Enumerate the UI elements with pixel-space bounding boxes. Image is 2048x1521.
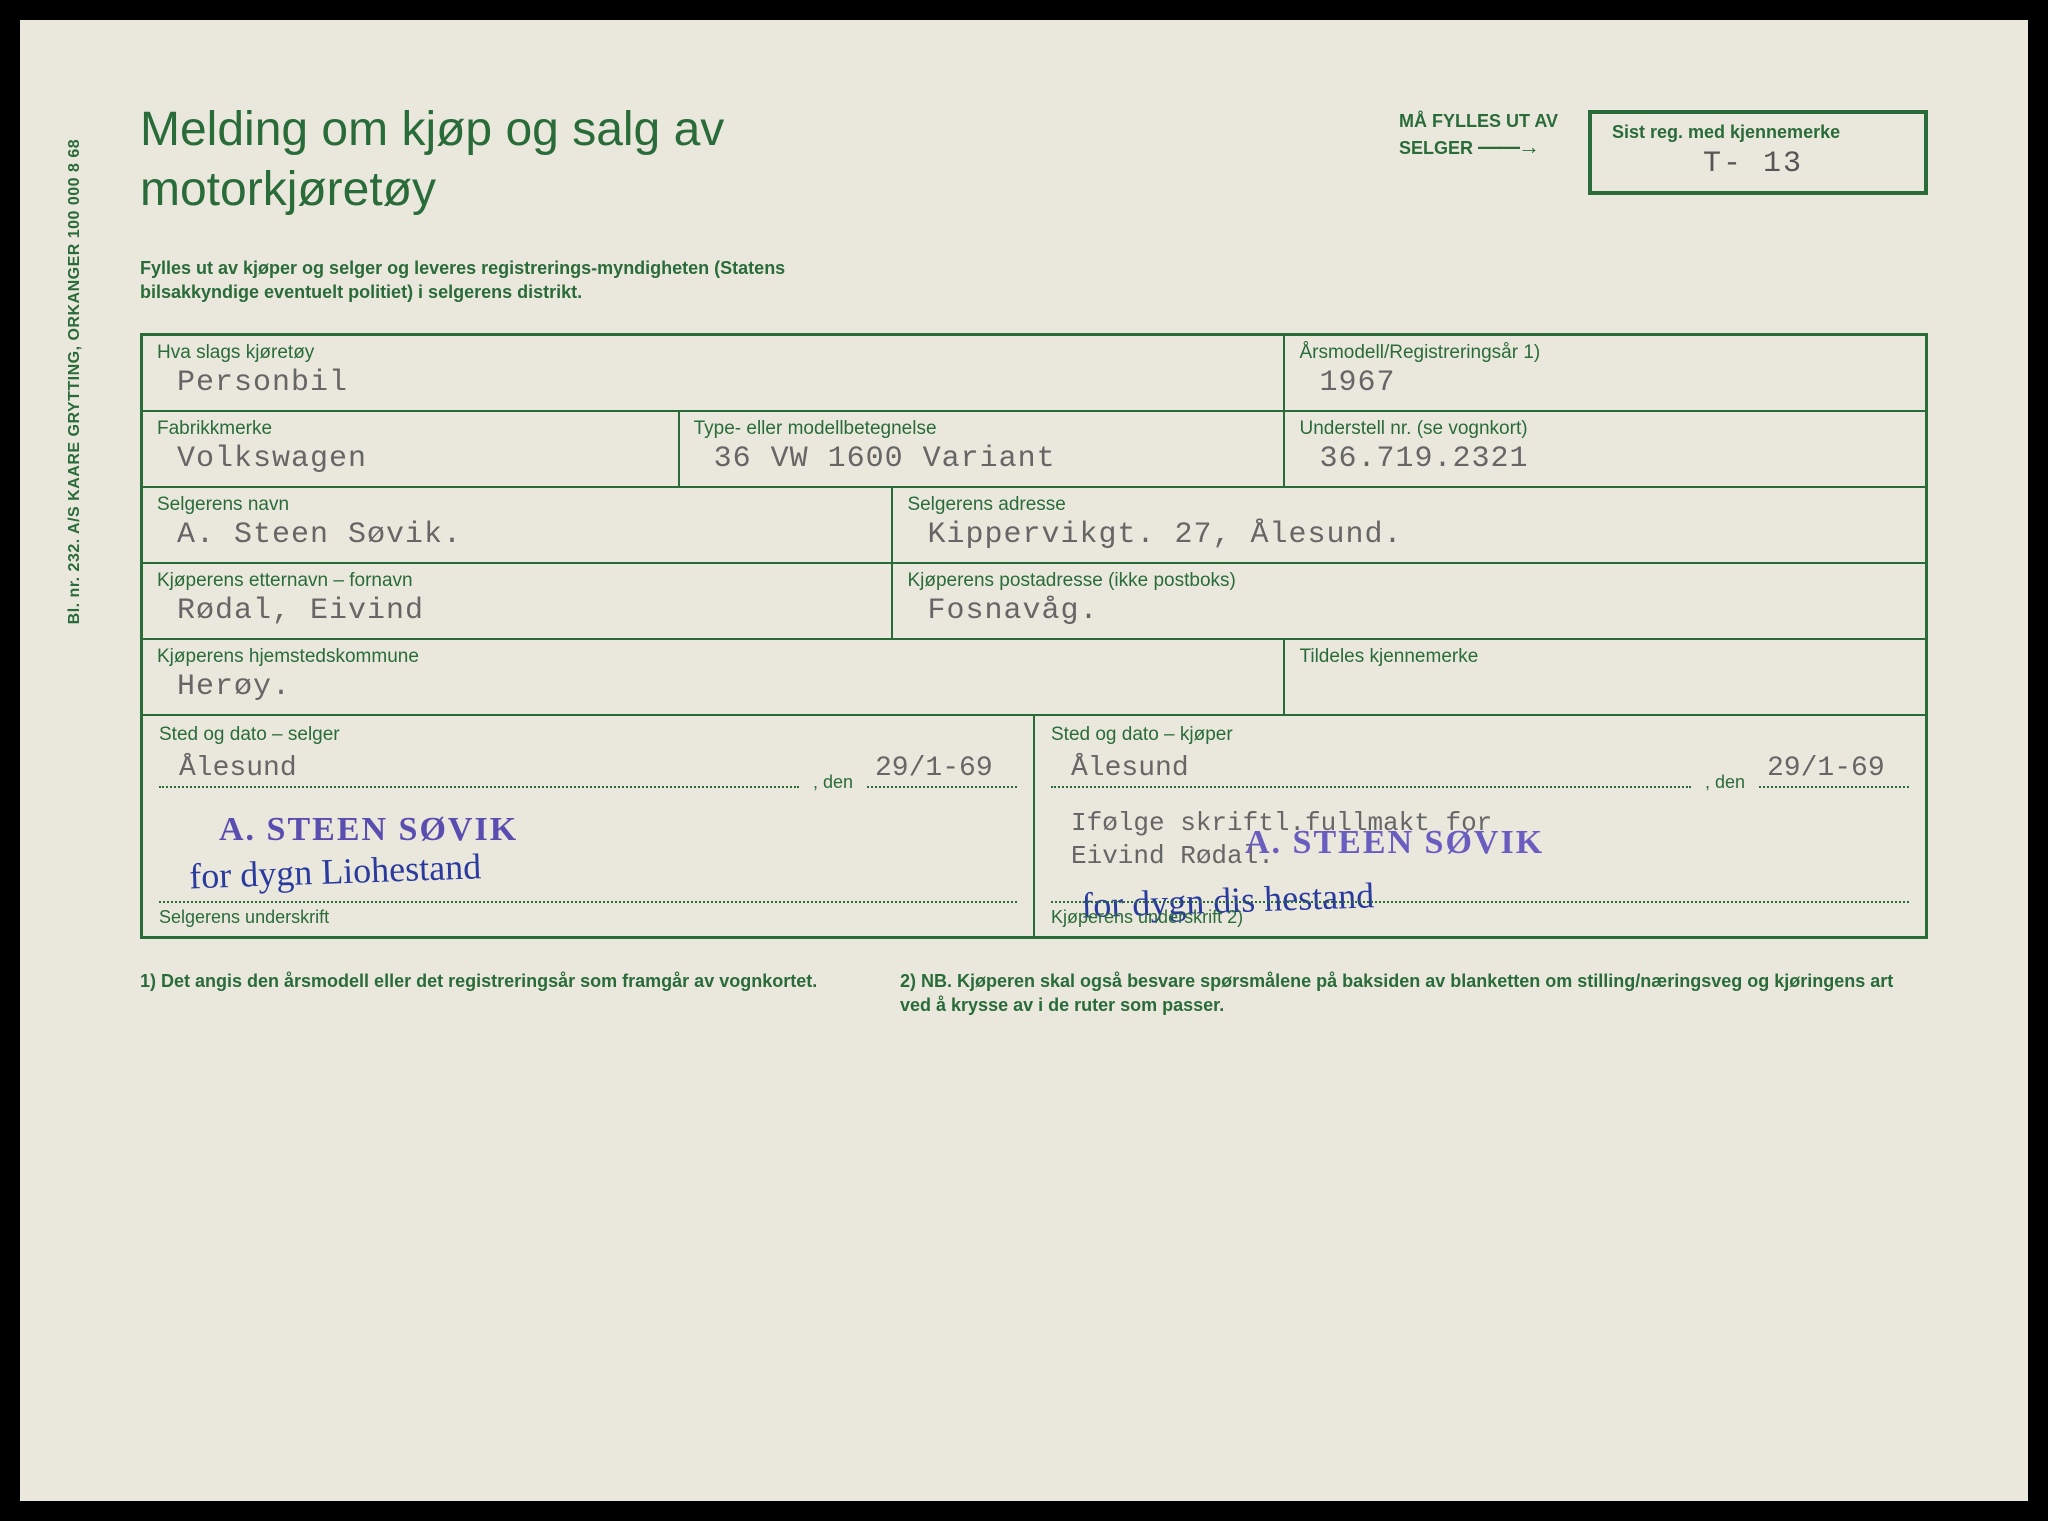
label-chassis: Understell nr. (se vognkort) xyxy=(1299,418,1911,440)
label-buyer-name: Kjøperens etternavn – fornavn xyxy=(157,570,877,592)
value-year: 1967 xyxy=(1299,366,1911,402)
seller-date: 29/1-69 xyxy=(875,753,993,784)
footnote-1: 1) Det angis den årsmodell eller det reg… xyxy=(140,969,820,1018)
signature-section: Sted og dato – selger Ålesund , den 29/1… xyxy=(140,716,1928,939)
label-year: Årsmodell/Registreringsår 1) xyxy=(1299,342,1911,364)
seller-place: Ålesund xyxy=(179,753,297,784)
buyer-place: Ålesund xyxy=(1071,753,1189,784)
label-vehicle-type: Hva slags kjøretøy xyxy=(157,342,1269,364)
footnotes: 1) Det angis den årsmodell eller det reg… xyxy=(140,969,1928,1018)
value-chassis: 36.719.2321 xyxy=(1299,442,1911,478)
row-municipality: Kjøperens hjemstedskommune Herøy. Tildel… xyxy=(143,640,1925,716)
form-title: Melding om kjøp og salg av motorkjøretøy xyxy=(140,100,724,220)
header-row: Melding om kjøp og salg av motorkjøretøy… xyxy=(140,100,1928,220)
value-municipality: Herøy. xyxy=(157,670,1269,706)
form-table: Hva slags kjøretøy Personbil Årsmodell/R… xyxy=(140,333,1928,716)
fill-by-line2: SELGER xyxy=(1399,138,1473,158)
buyer-den: , den xyxy=(1699,772,1751,793)
label-municipality: Kjøperens hjemstedskommune xyxy=(157,646,1269,668)
value-vehicle-type: Personbil xyxy=(157,366,1269,402)
fill-by-line1: MÅ FYLLES UT AV xyxy=(1399,111,1558,131)
value-buyer-address: Fosnavåg. xyxy=(907,594,1911,630)
buyer-under-label: Kjøperens underskrift 2) xyxy=(1051,907,1909,928)
label-assigned-plate: Tildeles kjennemerke xyxy=(1299,646,1911,668)
seller-den: , den xyxy=(807,772,859,793)
row-buyer: Kjøperens etternavn – fornavn Rødal, Eiv… xyxy=(143,564,1925,640)
seller-place-date-line: Ålesund , den 29/1-69 xyxy=(159,752,1017,793)
reg-box-value: T- 13 xyxy=(1612,147,1894,181)
buyer-underline: Kjøperens underskrift 2) xyxy=(1051,901,1909,928)
buyer-signature-block: Sted og dato – kjøper Ålesund , den 29/1… xyxy=(1033,716,1925,936)
seller-signature-block: Sted og dato – selger Ålesund , den 29/1… xyxy=(143,716,1033,936)
form-paper: Bl. nr. 232. A/S KAARE GRYTTING, ORKANGE… xyxy=(20,20,2028,1501)
side-print-text: Bl. nr. 232. A/S KAARE GRYTTING, ORKANGE… xyxy=(66,138,84,624)
value-buyer-name: Rødal, Eivind xyxy=(157,594,877,630)
footnote-2: 2) NB. Kjøperen skal også besvare spørsm… xyxy=(900,969,1928,1018)
value-seller-name: A. Steen Søvik. xyxy=(157,518,877,554)
seller-underline: Selgerens underskrift xyxy=(159,901,1017,928)
buyer-place-date-line: Ålesund , den 29/1-69 xyxy=(1051,752,1909,793)
row-vehicle-type: Hva slags kjøretøy Personbil Årsmodell/R… xyxy=(143,336,1925,412)
seller-sig-label: Sted og dato – selger xyxy=(159,724,1017,746)
title-line2: motorkjøretøy xyxy=(140,163,436,216)
label-make: Fabrikkmerke xyxy=(157,418,664,440)
seller-under-label: Selgerens underskrift xyxy=(159,907,1017,928)
row-make-model: Fabrikkmerke Volkswagen Type- eller mode… xyxy=(143,412,1925,488)
buyer-sig-label: Sted og dato – kjøper xyxy=(1051,724,1909,746)
label-buyer-address: Kjøperens postadresse (ikke postboks) xyxy=(907,570,1911,592)
instructions-text: Fylles ut av kjøper og selger og leveres… xyxy=(140,256,820,305)
reg-box-label: Sist reg. med kjennemerke xyxy=(1612,122,1894,143)
value-seller-address: Kippervikgt. 27, Ålesund. xyxy=(907,518,1911,554)
proxy-line2: Eivind Rødal. xyxy=(1071,841,1274,871)
registration-box: Sist reg. med kjennemerke T- 13 xyxy=(1588,110,1928,195)
label-seller-address: Selgerens adresse xyxy=(907,494,1911,516)
arrow-icon: ——→ xyxy=(1478,134,1538,159)
label-seller-name: Selgerens navn xyxy=(157,494,877,516)
fill-by-seller: MÅ FYLLES UT AV SELGER ——→ xyxy=(1399,110,1558,162)
buyer-stamp: A. STEEN SØVIK xyxy=(1245,824,1544,862)
value-assigned-plate xyxy=(1299,670,1911,706)
label-model: Type- eller modellbetegnelse xyxy=(694,418,1270,440)
header-right: MÅ FYLLES UT AV SELGER ——→ Sist reg. med… xyxy=(1399,100,1928,195)
title-line1: Melding om kjøp og salg av xyxy=(140,103,724,156)
value-make: Volkswagen xyxy=(157,442,664,478)
value-model: 36 VW 1600 Variant xyxy=(694,442,1270,478)
buyer-date: 29/1-69 xyxy=(1767,753,1885,784)
row-seller: Selgerens navn A. Steen Søvik. Selgerens… xyxy=(143,488,1925,564)
